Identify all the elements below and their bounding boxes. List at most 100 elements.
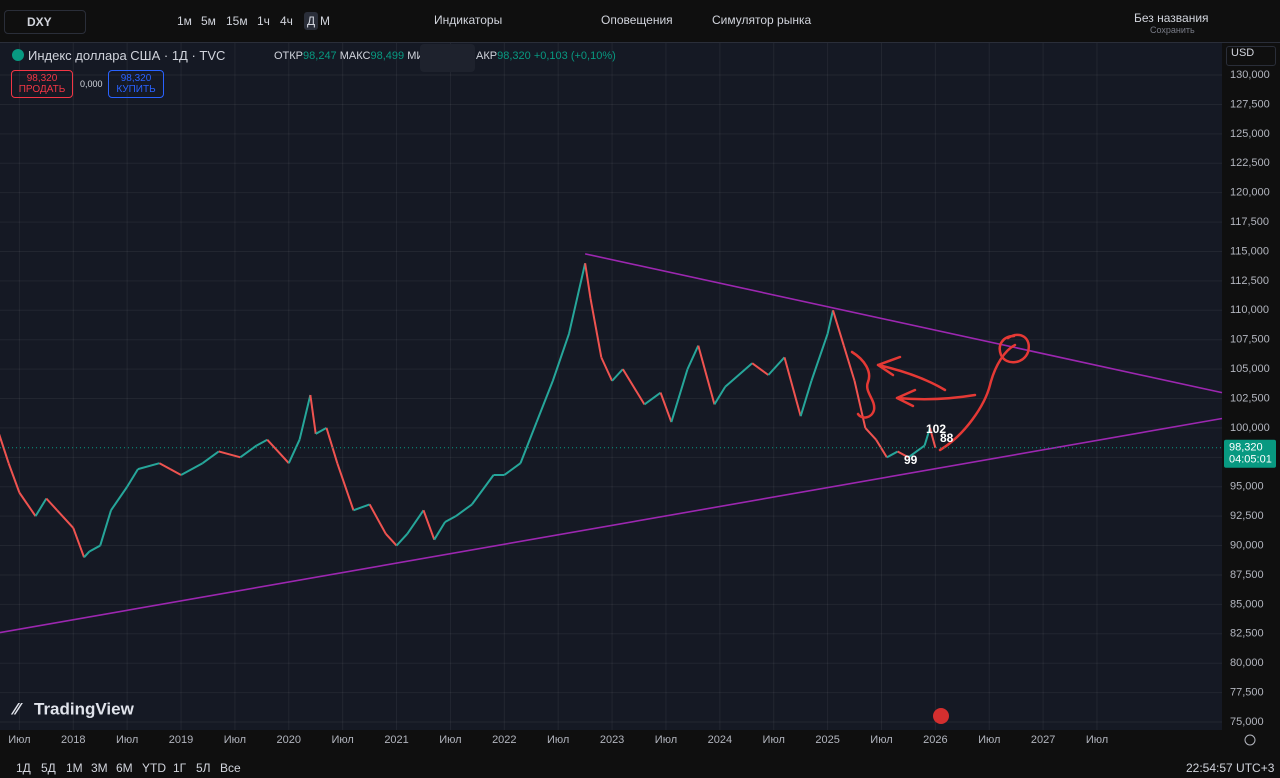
- price-segment: [611, 368, 624, 382]
- x-tick-label: 2023: [600, 734, 624, 746]
- price-segment: [368, 503, 387, 535]
- y-tick-label: 85,000: [1230, 598, 1264, 610]
- logo: TradingView: [34, 699, 135, 718]
- range-button[interactable]: 1М: [66, 761, 83, 775]
- price-segment: [287, 439, 301, 464]
- range-button[interactable]: Все: [220, 761, 241, 775]
- price-segment: [659, 392, 673, 423]
- hand-arrow: [895, 388, 977, 408]
- save-hint[interactable]: Сохранить: [1150, 25, 1195, 35]
- price-segment: [724, 362, 753, 388]
- sell-label: ПРОДАТЬ: [18, 84, 66, 95]
- buy-price: 98,320: [120, 73, 152, 84]
- price-segment: [315, 427, 327, 435]
- hand-arrow: [876, 355, 947, 392]
- price-segment: [832, 310, 845, 346]
- symbol-search[interactable]: DXY: [4, 10, 86, 34]
- price-segment: [886, 450, 899, 459]
- price-segment: [159, 462, 171, 470]
- replay-button[interactable]: Симулятор рынка: [712, 13, 812, 27]
- countdown: 04:05:01: [1229, 454, 1272, 466]
- x-tick-label: Июл: [870, 734, 892, 746]
- trend-line: [584, 253, 1223, 394]
- drag-handle[interactable]: [420, 44, 475, 72]
- bottom-toolbar: 1Д 5Д 1М 3М 6М YTD 1Г 5Л Все 22:54:57 UTC+3: [0, 757, 1280, 778]
- symbol-title: Индекс доллара США · 1Д · TVC: [28, 48, 226, 63]
- y-tick-label: 92,500: [1230, 510, 1264, 522]
- y-tick-label: 112,500: [1230, 275, 1269, 287]
- interval-button[interactable]: 5м: [201, 14, 216, 28]
- range-button[interactable]: 5Л: [196, 761, 211, 775]
- x-tick-label: Июл: [1086, 734, 1108, 746]
- layout-name[interactable]: Без названия: [1134, 11, 1209, 25]
- range-button[interactable]: 1Д: [16, 761, 31, 775]
- price-segment: [99, 509, 112, 546]
- price-segment: [907, 444, 926, 459]
- time-axis-bg: [0, 730, 1222, 757]
- price-segment: [600, 356, 613, 382]
- alerts-button[interactable]: Оповещения: [601, 13, 673, 27]
- close-value: 98,320: [497, 50, 531, 62]
- price-segment: [395, 533, 409, 547]
- price-segment: [670, 368, 689, 423]
- indicators-button[interactable]: Индикаторы: [434, 13, 503, 27]
- x-tick-label: Июл: [439, 734, 461, 746]
- event-icon[interactable]: [933, 708, 949, 724]
- range-button[interactable]: 6М: [116, 761, 133, 775]
- y-tick-label: 127,500: [1230, 98, 1270, 110]
- interval-button[interactable]: Д: [304, 12, 319, 30]
- annotation: 99: [904, 453, 918, 467]
- price-segment: [422, 509, 436, 541]
- price-segment: [503, 462, 522, 476]
- price-segment: [325, 427, 339, 464]
- price-segment: [7, 462, 21, 493]
- sell-button[interactable]: 98,320 ПРОДАТЬ: [11, 70, 73, 98]
- y-tick-label: 82,500: [1230, 628, 1264, 640]
- price-segment: [584, 263, 592, 299]
- interval-button[interactable]: 4ч: [280, 14, 293, 28]
- price-segment: [444, 515, 457, 523]
- close-label: АКР: [476, 50, 498, 62]
- price-segment: [18, 492, 37, 517]
- price-segment: [471, 474, 495, 505]
- top-toolbar: DXY 1м 5м 15м 1ч 4ч Д М Индикаторы Оповещения …: [0, 0, 1280, 43]
- x-tick-label: 2024: [708, 734, 732, 746]
- buy-button[interactable]: 98,320 КУПИТЬ: [108, 70, 164, 98]
- y-tick-label: 120,000: [1230, 187, 1270, 199]
- currency-selector[interactable]: USD: [1226, 46, 1276, 66]
- price-segment: [751, 362, 769, 376]
- spread: 0,000: [80, 79, 103, 89]
- x-tick-label: 2022: [492, 734, 516, 746]
- price-segment: [519, 421, 538, 464]
- price-segment: [309, 394, 317, 434]
- y-tick-label: 95,000: [1230, 481, 1264, 493]
- interval-button[interactable]: 1ч: [257, 14, 270, 28]
- price-segment: [137, 462, 160, 471]
- price-segment: [239, 444, 258, 459]
- range-button[interactable]: 3М: [91, 761, 108, 775]
- settings-icon[interactable]: [1244, 734, 1256, 746]
- price-segment: [929, 427, 937, 448]
- price-segment: [202, 450, 220, 465]
- range-button[interactable]: YTD: [142, 761, 166, 775]
- x-tick-label: Июл: [332, 734, 354, 746]
- price-segment: [433, 521, 446, 541]
- price-segment: [622, 368, 646, 405]
- price-segment: [455, 503, 473, 517]
- currency: USD: [1231, 47, 1255, 59]
- x-tick-label: 2026: [923, 734, 947, 746]
- clock: 22:54:57 UTC+3: [1186, 761, 1275, 775]
- price-segment: [83, 550, 91, 558]
- price-segment: [783, 357, 802, 417]
- y-tick-label: 115,000: [1230, 245, 1269, 257]
- interval-button[interactable]: 1м: [177, 14, 192, 28]
- range-button[interactable]: 5Д: [41, 761, 56, 775]
- logo-mark: ⁄⁄: [10, 699, 23, 718]
- price-segment: [589, 298, 603, 358]
- interval-button[interactable]: 15м: [226, 14, 248, 28]
- interval-button[interactable]: М: [320, 14, 330, 28]
- y-tick-label: 80,000: [1230, 657, 1264, 669]
- range-button[interactable]: 1Г: [173, 761, 187, 775]
